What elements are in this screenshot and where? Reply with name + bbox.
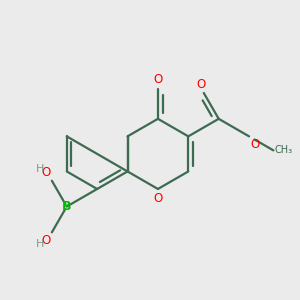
- Text: B: B: [62, 200, 71, 213]
- Text: O: O: [153, 73, 163, 86]
- Text: O: O: [197, 78, 206, 91]
- Text: O: O: [41, 234, 50, 247]
- Text: H: H: [36, 164, 44, 174]
- Text: H: H: [36, 239, 44, 249]
- Text: O: O: [153, 192, 163, 205]
- Text: O: O: [41, 166, 50, 179]
- Text: CH₃: CH₃: [275, 146, 293, 155]
- Text: O: O: [250, 137, 260, 151]
